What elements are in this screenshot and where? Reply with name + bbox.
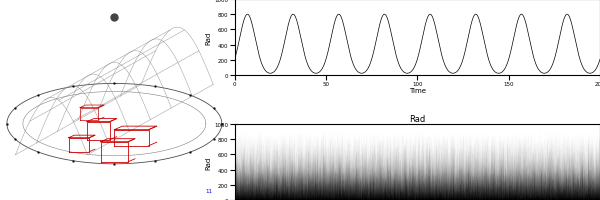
Y-axis label: Rad: Rad	[206, 31, 212, 44]
Y-axis label: Rad: Rad	[206, 156, 212, 169]
Title: Rad: Rad	[409, 115, 425, 124]
X-axis label: Time: Time	[409, 88, 426, 94]
Text: 11: 11	[206, 188, 213, 193]
